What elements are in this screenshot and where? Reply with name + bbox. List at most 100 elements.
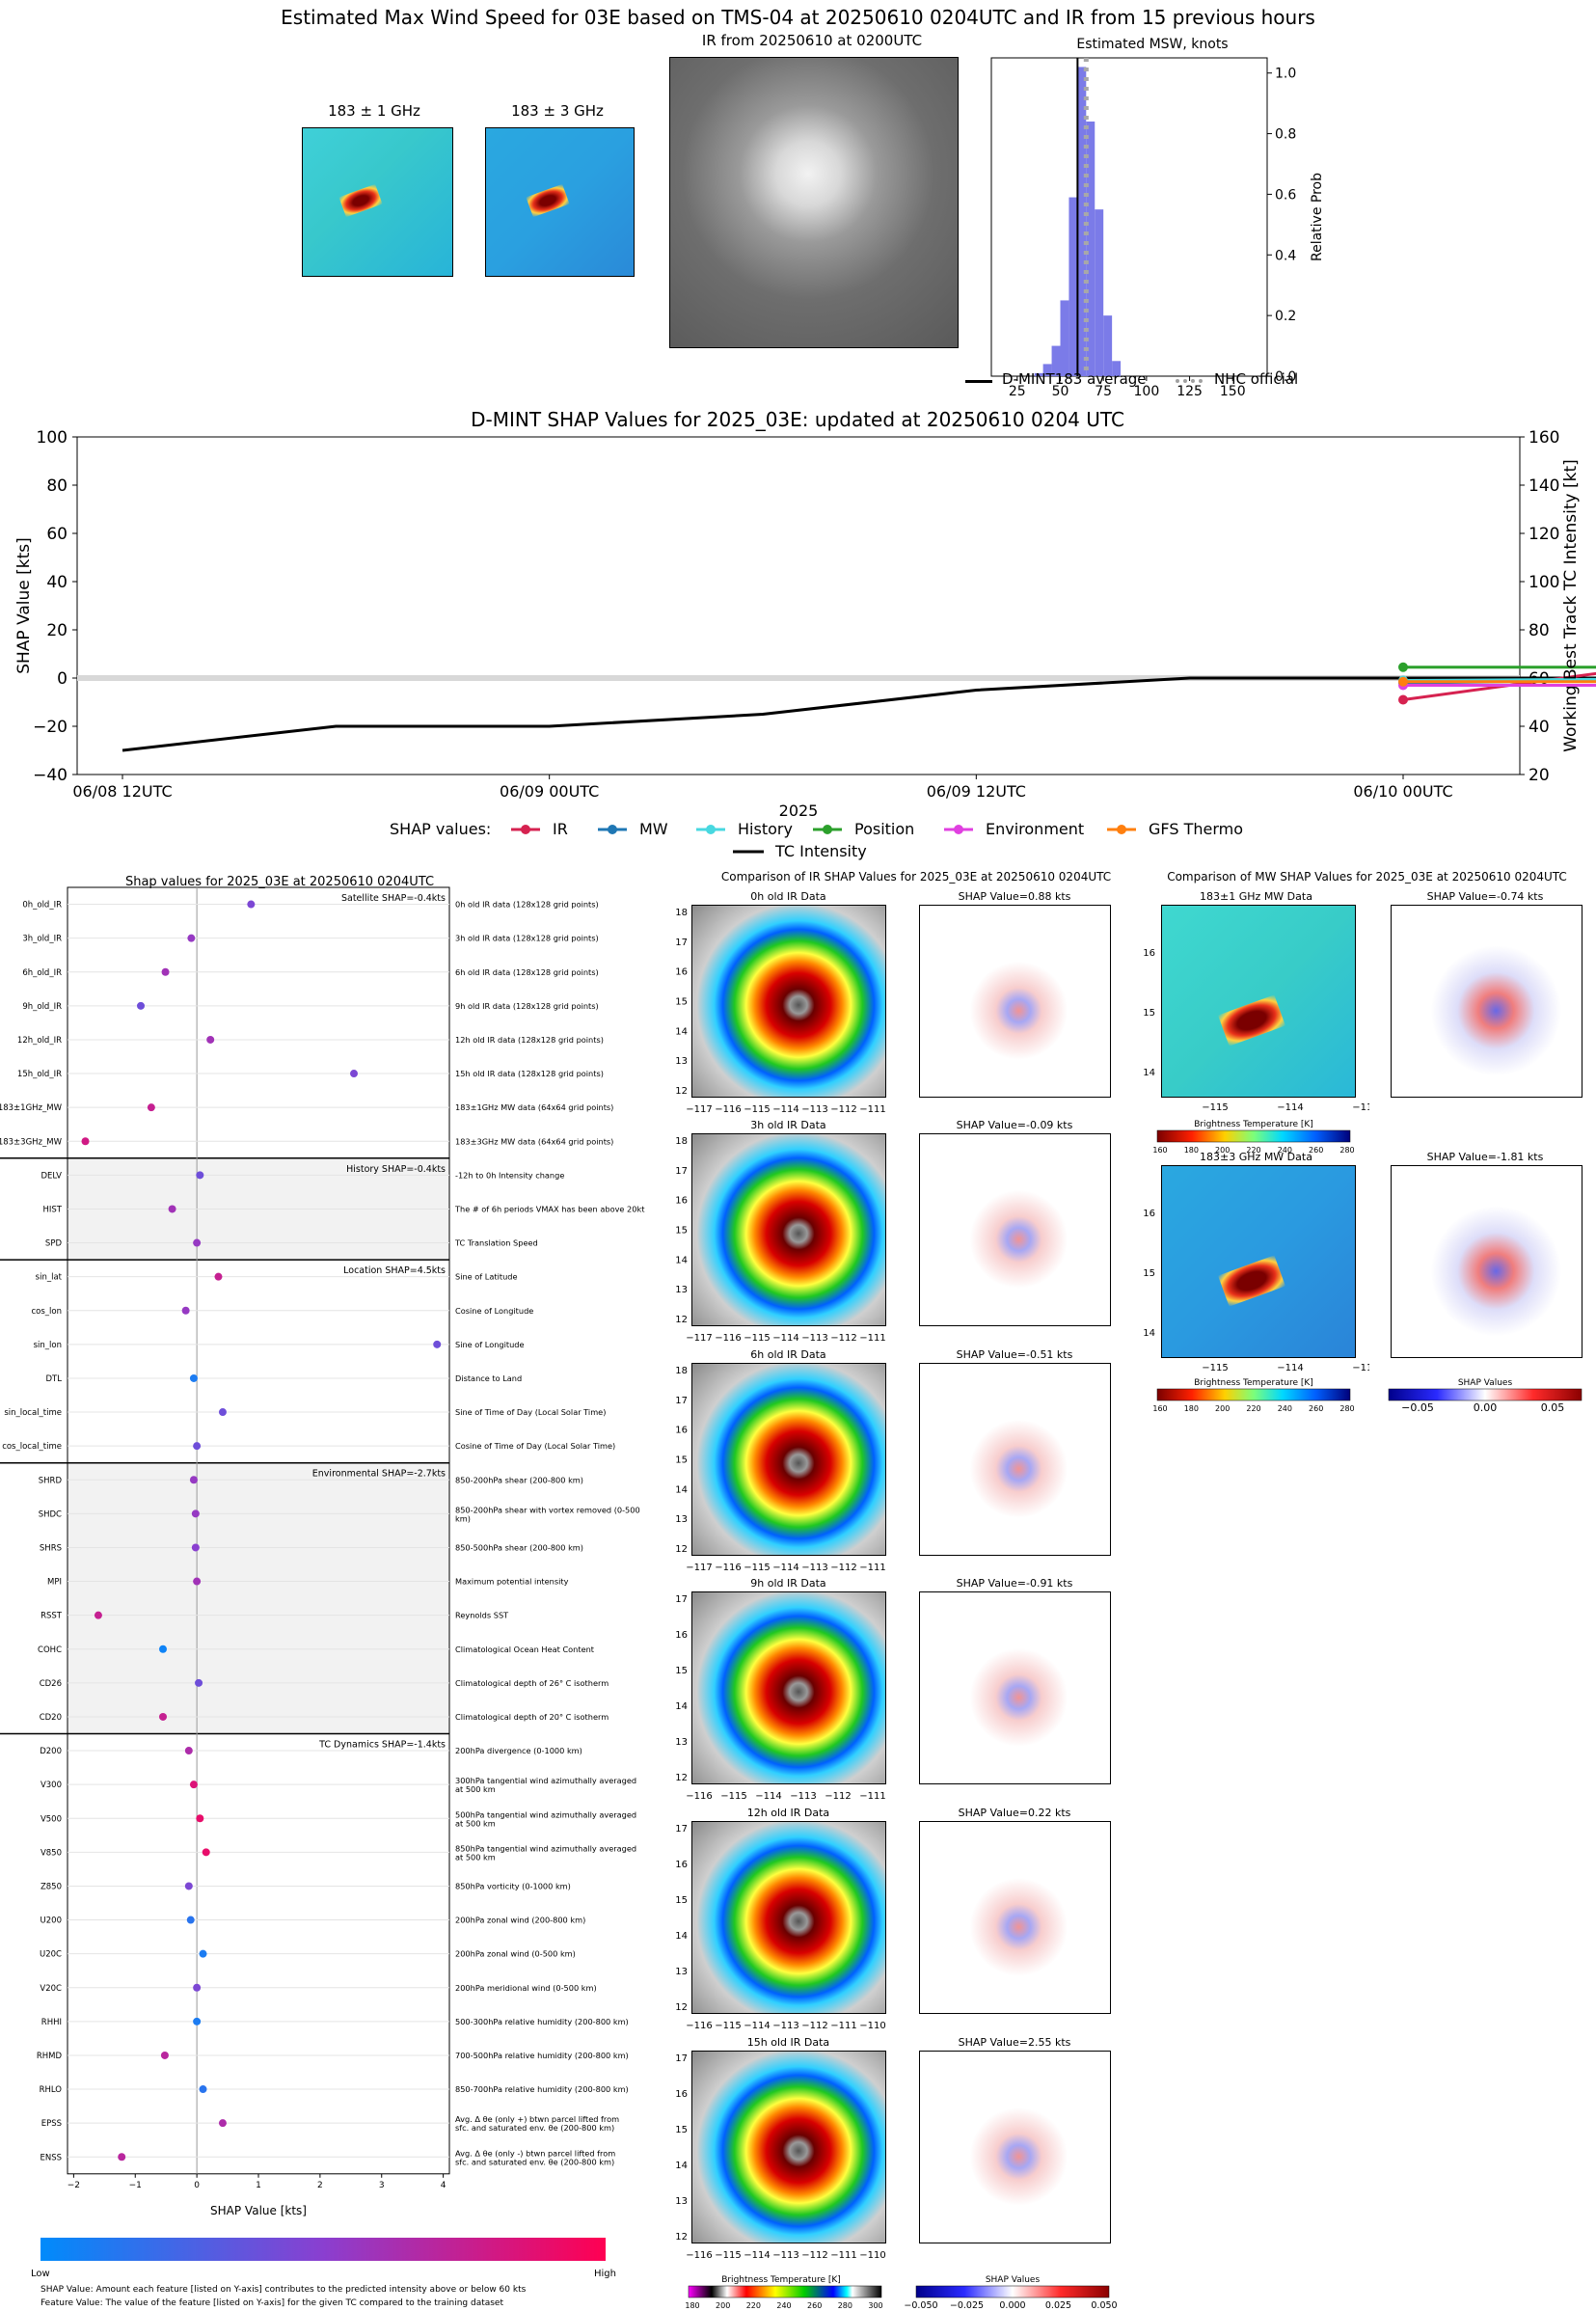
hist-bar (1034, 372, 1043, 376)
hist-bar (1042, 364, 1052, 376)
shap-point (1398, 676, 1408, 687)
mw-xtick: −115 (1202, 1363, 1228, 1373)
ts-ytick-right: 160 (1528, 428, 1559, 448)
ir-shap-cbar (915, 2285, 1110, 2298)
feature-name: 0h_old_IR (22, 901, 62, 911)
hist-xtick: 100 (1134, 384, 1160, 395)
feature-name: cos_lon (31, 1307, 62, 1317)
feature-name: CD20 (40, 1713, 62, 1723)
ts-ytick-left: −20 (33, 718, 68, 737)
ir-ytick: 13 (675, 1737, 688, 1748)
legend-ir: IR (511, 820, 568, 838)
ir-xtick: −113 (801, 1563, 827, 1573)
mw1-title: 183 ± 1 GHz (328, 102, 420, 120)
shap-time-title: D-MINT SHAP Values for 2025_03E: updated… (471, 408, 1124, 431)
shap-point (1398, 694, 1408, 705)
ir-axes: 17 16 15 14 13 12 −116 −115 −114 −113 −112 −111 (675, 1594, 885, 1802)
feature-name: SHDC (39, 1509, 62, 1519)
ir-ytick: 18 (675, 908, 688, 918)
feature-point (159, 1645, 167, 1653)
ir-xtick: −113 (801, 1333, 827, 1344)
hist-xtick: 150 (1220, 384, 1246, 395)
ir-ytick: 13 (675, 1967, 688, 1977)
ir-shap-map (919, 1133, 1111, 1326)
ir-ytick: 17 (675, 1396, 688, 1406)
mw-cbar-tick: 160 (1152, 1404, 1167, 1413)
mw-cbar-tick: 220 (1246, 1404, 1260, 1413)
ir-xtick: −111 (859, 1104, 885, 1115)
feature-xtick: 1 (256, 2181, 261, 2190)
feature-point (189, 1781, 198, 1789)
feature-desc: -12h to 0h Intensity change (455, 1170, 564, 1180)
feature-desc: 183±3GHz MW data (64x64 grid points) (455, 1136, 613, 1146)
feature-shap-panel: Shap values for 2025_03E at 20250610 020… (0, 875, 645, 2308)
feature-point (118, 2153, 126, 2161)
ts-xtick: 06/08 12UTC (72, 782, 172, 801)
ir-xtick: −115 (720, 1791, 746, 1802)
feature-point (147, 1103, 155, 1112)
hist-xtick: 125 (1177, 384, 1203, 395)
group-label: Satellite SHAP=-0.4kts (341, 893, 446, 904)
ts-xtick: 06/09 00UTC (500, 782, 599, 801)
ts-xlabel: 2025 (779, 802, 819, 820)
feature-name: 183±3GHz_MW (0, 1137, 63, 1147)
feature-point (199, 2085, 207, 2094)
feature-desc: Reynolds SST (455, 1611, 509, 1620)
mw-cbar-tick: 200 (1215, 1146, 1230, 1155)
feature-point (202, 1848, 210, 1857)
zero-band (77, 675, 1520, 681)
ir-xtick: −117 (686, 1104, 712, 1115)
mw-image (1161, 1165, 1356, 1358)
mw-xtick: −114 (1277, 1363, 1303, 1373)
ir-compare-title: Comparison of IR SHAP Values for 2025_03… (720, 870, 1112, 884)
ir-ytick: 17 (675, 1824, 688, 1835)
legend-nhc-label: NHC official (1214, 370, 1299, 388)
feature-point (81, 1137, 90, 1146)
feature-xtick: 3 (379, 2181, 385, 2190)
hist-bar (1060, 300, 1069, 376)
ir-xtick: −112 (830, 1104, 856, 1115)
ts-ytick-right: 140 (1528, 476, 1559, 496)
feature-desc: 12h old IR data (128x128 grid points) (455, 1035, 604, 1045)
hist-ytick: 0.8 (1275, 127, 1296, 143)
mw-ytick: 16 (1143, 948, 1155, 959)
ir-xtick: −111 (830, 2250, 856, 2261)
hist-xtick: 25 (1009, 384, 1026, 395)
hist-ylabel: Relative Prob (1310, 173, 1325, 261)
feature-name: 15h_old_IR (17, 1070, 62, 1079)
svg-text:TC Intensity: TC Intensity (774, 842, 867, 860)
mw-cbar-tick: 260 (1309, 1404, 1323, 1413)
mw-shap-cbar-ticks: −0.05 0.00 0.05 (1401, 1401, 1564, 1414)
mw-axes: 16 15 14 −115 −114 −113 (1143, 1209, 1369, 1373)
feature-point (184, 1882, 193, 1890)
ir-ytick: 14 (675, 1026, 688, 1037)
hist-bar (1077, 67, 1087, 376)
ir-ytick: 15 (675, 997, 688, 1008)
feature-desc: 850-500hPa shear (200-800 km) (455, 1542, 583, 1552)
hist-ytick: 0.0 (1275, 369, 1296, 385)
feature-point (195, 1678, 203, 1687)
feature-name: 12h_old_IR (17, 1036, 62, 1046)
ir-xtick: −113 (801, 1104, 827, 1115)
feature-point (350, 1070, 358, 1078)
feature-name: MPI (47, 1578, 62, 1588)
svg-text:GFS Thermo: GFS Thermo (1149, 820, 1243, 838)
ir-xtick: −114 (744, 2250, 770, 2261)
mw-cbar-tick: 240 (1278, 1404, 1292, 1413)
ir-ytick: 12 (675, 2232, 688, 2243)
feature-xtick: −1 (129, 2181, 142, 2190)
ts-frame (76, 436, 1521, 775)
feature-name: cos_local_time (2, 1442, 62, 1452)
footnote-feature: Feature Value: The value of the feature … (41, 2298, 503, 2308)
ir-xtick: −116 (686, 2250, 712, 2261)
feature-desc: 9h old IR data (128x128 grid points) (455, 1001, 599, 1011)
ir-ytick: 15 (675, 1226, 688, 1237)
ir-shap-map (919, 1821, 1111, 2014)
feature-name: DELV (41, 1171, 62, 1181)
ir-ytick: 12 (675, 1315, 688, 1325)
mw-cbar-tick: 180 (1184, 1404, 1199, 1413)
ir-xtick: −114 (772, 1563, 798, 1573)
mw-cbar-tick: 280 (1339, 1404, 1354, 1413)
msw-histogram: Estimated MSW, knots 25 50 75 100 125 150 0.0… (990, 37, 1325, 395)
feature-name: 6h_old_IR (22, 968, 62, 978)
